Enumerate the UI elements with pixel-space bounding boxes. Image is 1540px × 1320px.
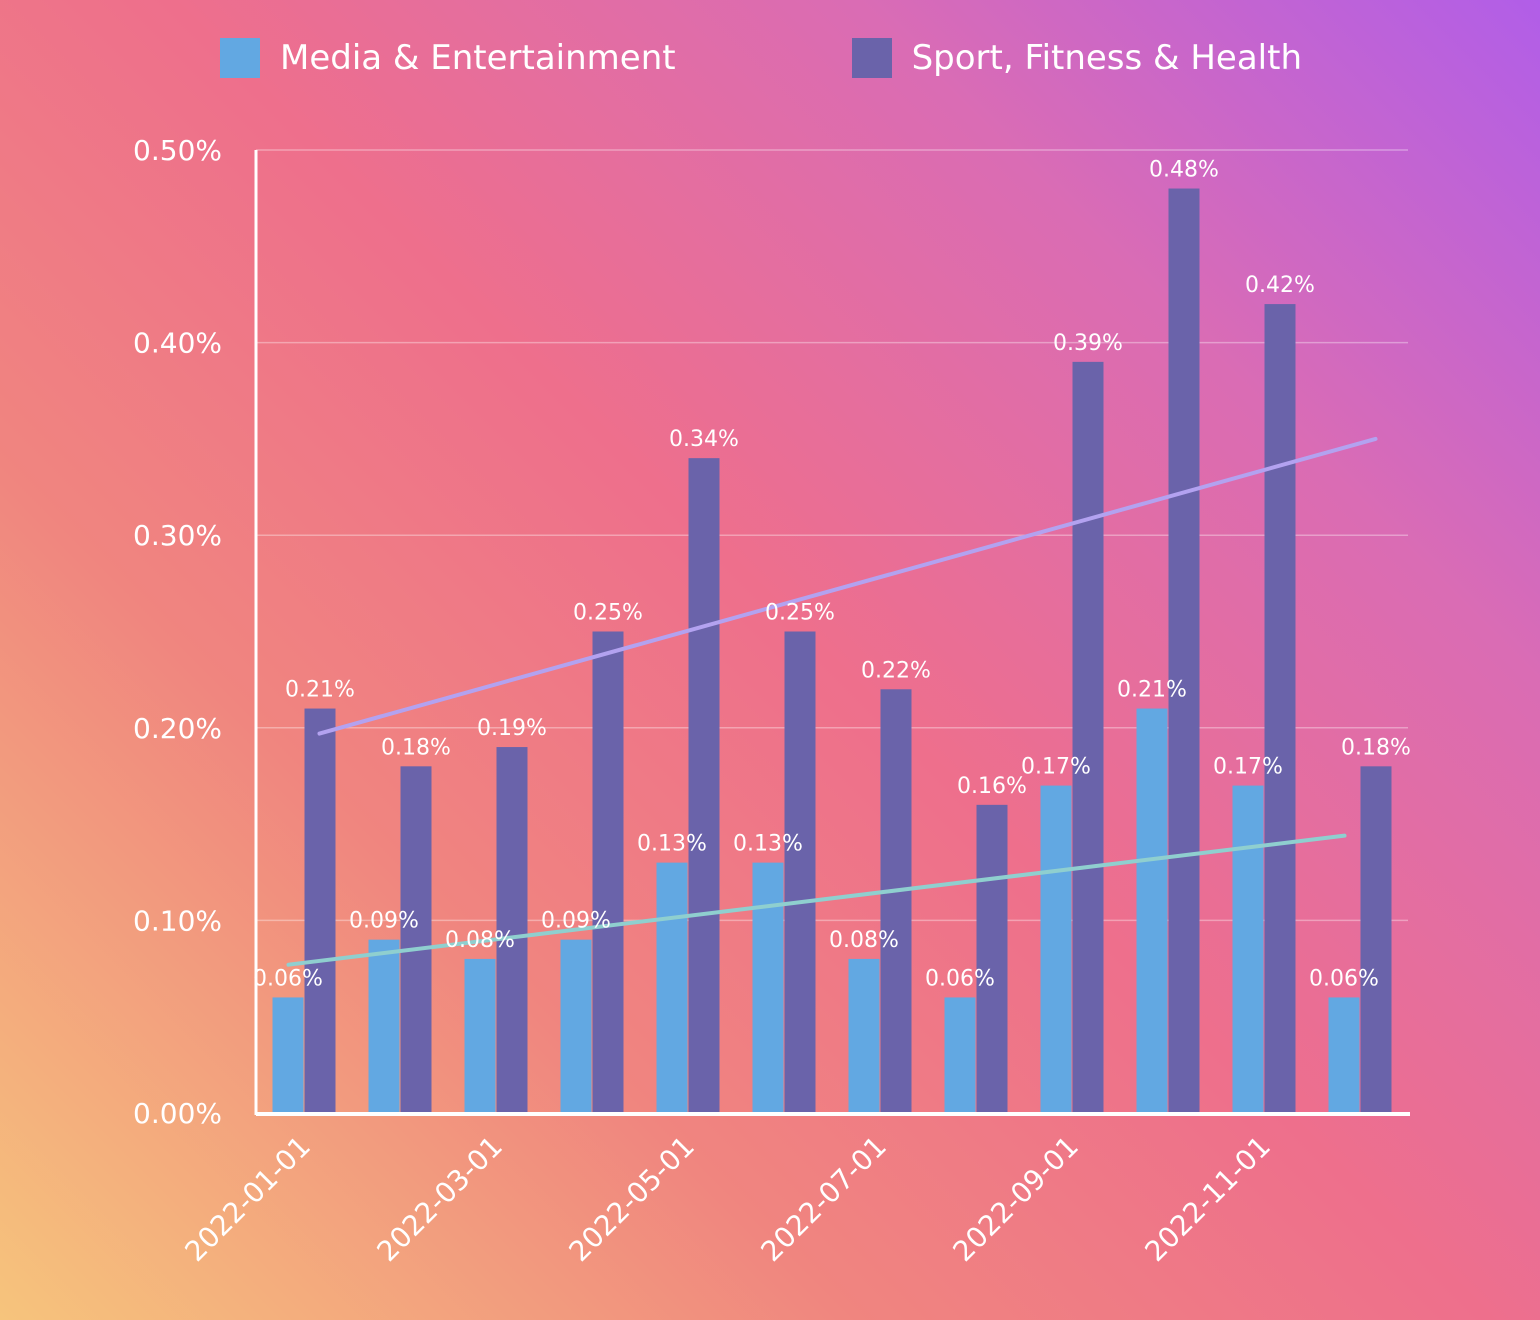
x-tick-label: 2022-09-01 bbox=[947, 1130, 1085, 1268]
data-label-sport: 0.16% bbox=[957, 774, 1027, 799]
data-label-media: 0.21% bbox=[1117, 678, 1187, 703]
data-label-media: 0.06% bbox=[253, 966, 323, 991]
bar-sport[interactable] bbox=[304, 708, 336, 1113]
bar-sport[interactable] bbox=[1360, 766, 1392, 1113]
data-label-media: 0.09% bbox=[349, 909, 419, 934]
bar-media[interactable] bbox=[1232, 785, 1264, 1113]
data-label-sport: 0.25% bbox=[765, 601, 835, 626]
y-tick-label: 0.40% bbox=[133, 327, 222, 360]
bar-sport[interactable] bbox=[784, 631, 816, 1114]
data-label-sport: 0.34% bbox=[669, 427, 739, 452]
bar-sport[interactable] bbox=[496, 747, 528, 1113]
data-label-media: 0.06% bbox=[925, 966, 995, 991]
bar-media[interactable] bbox=[944, 997, 976, 1113]
x-tick-label: 2022-11-01 bbox=[1139, 1130, 1277, 1268]
y-tick-label: 0.30% bbox=[133, 519, 222, 552]
x-tick-label: 2022-01-01 bbox=[179, 1130, 317, 1268]
y-tick-label: 0.50% bbox=[133, 134, 222, 167]
bar-sport[interactable] bbox=[976, 804, 1008, 1113]
data-label-sport: 0.22% bbox=[861, 658, 931, 683]
trendlines bbox=[286, 436, 1378, 967]
bar-sport[interactable] bbox=[1264, 304, 1296, 1114]
legend-label-media: Media & Entertainment bbox=[280, 38, 676, 78]
y-tick-label: 0.20% bbox=[133, 712, 222, 745]
data-label-media: 0.06% bbox=[1309, 966, 1379, 991]
bar-sport[interactable] bbox=[400, 766, 432, 1113]
bar-sport[interactable] bbox=[1072, 361, 1104, 1113]
data-label-sport: 0.18% bbox=[1341, 735, 1411, 760]
data-label-media: 0.17% bbox=[1021, 755, 1091, 780]
bar-sport[interactable] bbox=[1168, 188, 1200, 1113]
trendline-sport bbox=[317, 436, 1378, 736]
gridlines bbox=[256, 149, 1408, 922]
legend-item-media[interactable]: Media & Entertainment bbox=[220, 38, 676, 78]
trendline-media bbox=[286, 833, 1347, 967]
x-tick-label: 2022-03-01 bbox=[371, 1130, 509, 1268]
bar-media[interactable] bbox=[848, 958, 880, 1113]
bar-sport[interactable] bbox=[688, 458, 720, 1113]
bar-media[interactable] bbox=[464, 958, 496, 1113]
legend-swatch-sport bbox=[851, 38, 892, 78]
x-tick-label: 2022-07-01 bbox=[755, 1130, 893, 1268]
data-label-sport: 0.21% bbox=[285, 678, 355, 703]
data-label-sport: 0.39% bbox=[1053, 331, 1123, 356]
bar-media[interactable] bbox=[272, 997, 304, 1113]
axes bbox=[254, 150, 1410, 1116]
data-label-media: 0.08% bbox=[829, 928, 899, 953]
data-label-media: 0.17% bbox=[1213, 755, 1283, 780]
data-label-media: 0.13% bbox=[637, 832, 707, 857]
bar-sport[interactable] bbox=[880, 689, 912, 1113]
bar-media[interactable] bbox=[752, 862, 784, 1113]
data-label-sport: 0.18% bbox=[381, 735, 451, 760]
data-label-sport: 0.42% bbox=[1245, 273, 1315, 298]
data-label-sport: 0.48% bbox=[1149, 158, 1219, 183]
data-label-sport: 0.25% bbox=[573, 601, 643, 626]
legend-label-sport: Sport, Fitness & Health bbox=[911, 38, 1303, 78]
bar-sport[interactable] bbox=[592, 631, 624, 1114]
x-tick-labels: 2022-01-01 2022-03-01 2022-05-01 2022-07-01… bbox=[179, 1130, 1277, 1268]
y-tick-label: 0.00% bbox=[133, 1097, 222, 1130]
data-labels: 0.06% 0.21% 0.09% 0.18% 0.08% 0.19% 0.09% 0.25%… bbox=[253, 158, 1411, 992]
bar-media[interactable] bbox=[1328, 997, 1360, 1113]
legend-swatch-media bbox=[220, 38, 260, 78]
bar-media[interactable] bbox=[1040, 785, 1072, 1113]
bar-media[interactable] bbox=[1136, 708, 1168, 1113]
y-tick-labels: 0.00% 0.10% 0.20% 0.30% 0.40% 0.50% bbox=[133, 134, 222, 1130]
bar-media[interactable] bbox=[656, 862, 688, 1113]
bars bbox=[272, 188, 1392, 1114]
data-label-media: 0.09% bbox=[541, 909, 611, 934]
data-label-media: 0.08% bbox=[445, 928, 515, 953]
bar-media[interactable] bbox=[368, 939, 400, 1113]
legend-item-sport[interactable]: Sport, Fitness & Health bbox=[851, 38, 1303, 78]
x-tick-label: 2022-05-01 bbox=[563, 1130, 701, 1268]
bar-media[interactable] bbox=[560, 939, 592, 1113]
y-tick-label: 0.10% bbox=[133, 904, 222, 937]
chart-legend: Media & Entertainment Sport, Fitness & H… bbox=[220, 38, 1478, 78]
data-label-sport: 0.19% bbox=[477, 716, 547, 741]
data-label-media: 0.13% bbox=[733, 832, 803, 857]
